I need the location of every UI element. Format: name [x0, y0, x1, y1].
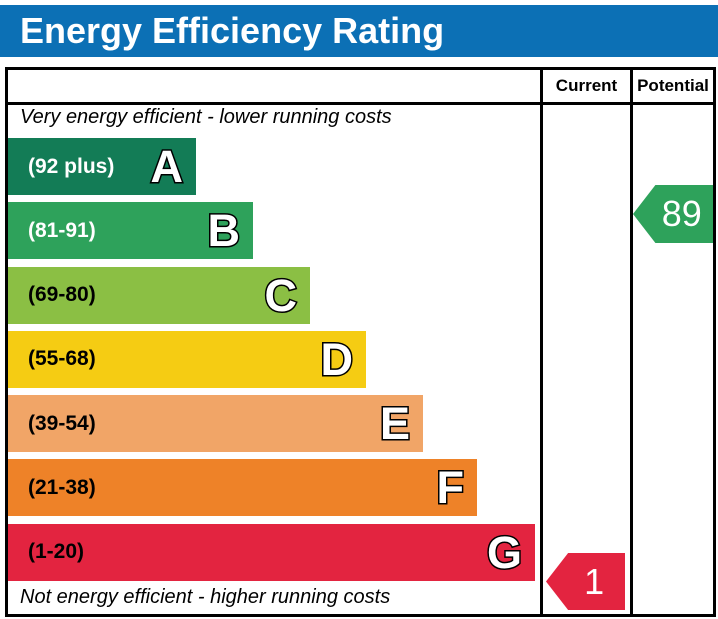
band-range-label: (69-80): [28, 283, 96, 307]
rating-bands: (92 plus) A (81-91) B (69-80) C (55-68) …: [8, 138, 535, 588]
band-letter: A: [149, 140, 184, 194]
rating-table: Current Potential Very energy efficient …: [5, 67, 716, 617]
band-bar-f: (21-38) F: [8, 459, 477, 517]
band-letter: G: [485, 525, 523, 579]
bottom-note: Not energy efficient - higher running co…: [20, 586, 391, 608]
band-letter: C: [263, 268, 298, 322]
current-column-header: Current: [555, 76, 618, 95]
band-range-label: (21-38): [28, 475, 96, 499]
band-bar-b: (81-91) B: [8, 202, 253, 260]
band-range-label: (81-91): [28, 218, 96, 242]
potential-rating-arrow: 89: [633, 185, 713, 243]
band-bar-d: (55-68) D: [8, 330, 366, 388]
page-title: Energy Efficiency Rating: [20, 10, 445, 51]
header-divider: [8, 102, 713, 105]
potential-column-header: Potential: [637, 76, 709, 95]
band-letter: D: [319, 332, 354, 386]
band-range-label: (1-20): [28, 540, 85, 564]
band-letter: F: [435, 461, 465, 515]
band-bar-g: (1-20) G: [8, 523, 535, 581]
current-rating-arrow: 1: [546, 553, 625, 610]
band-range-label: (55-68): [28, 347, 96, 371]
title-bar: Energy Efficiency Rating: [0, 5, 718, 57]
band-bar-c: (69-80) C: [8, 266, 310, 324]
current-rating-value: 1: [584, 560, 605, 602]
band-range-label: (39-54): [28, 411, 96, 435]
potential-column-divider: [630, 70, 633, 614]
band-bar-a: (92 plus) A: [8, 138, 196, 195]
band-letter: E: [378, 397, 411, 451]
band-bar-e: (39-54) E: [8, 395, 423, 453]
current-column-divider: [540, 70, 543, 614]
band-letter: B: [206, 204, 241, 258]
top-note: Very energy efficient - lower running co…: [20, 106, 392, 128]
band-range-label: (92 plus): [28, 154, 115, 178]
potential-rating-value: 89: [661, 193, 702, 234]
